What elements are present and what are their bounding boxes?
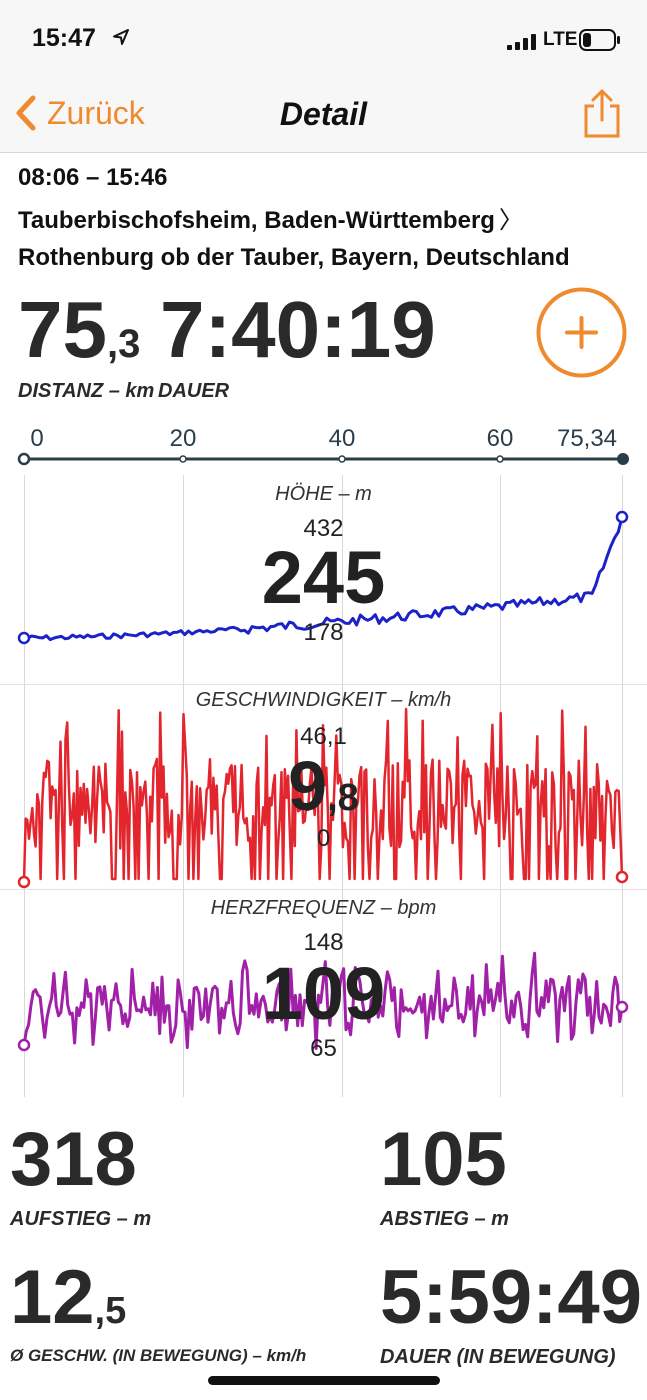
- axis-tick-marker: [496, 455, 504, 463]
- distance-axis-line: [17, 452, 629, 466]
- elevation-max: 432: [303, 515, 344, 542]
- trip-route: Tauberbischofsheim, Baden-Württemberg 〉 Ro…: [18, 202, 628, 276]
- heart-rate-value: 109: [261, 952, 386, 1035]
- ascent-value: 318: [10, 1117, 137, 1202]
- charts-area[interactable]: HÖHE – m 432 245 178 GESCHWINDIGKEIT – k…: [0, 475, 647, 1100]
- speed-min: 0: [316, 825, 331, 852]
- heart-rate-start-marker: [17, 1038, 31, 1052]
- speed-title: GESCHWINDIGKEIT – km/h: [195, 689, 452, 711]
- share-icon[interactable]: [582, 88, 622, 138]
- descent-label: ABSTIEG – m: [380, 1208, 509, 1230]
- chart-divider: [0, 889, 647, 890]
- location-arrow-icon: [113, 29, 129, 45]
- page-title: Detail: [279, 96, 368, 132]
- duration-value: 7:40:19: [160, 285, 436, 374]
- elevation-end-marker: [615, 510, 629, 524]
- grid-line: [24, 475, 25, 1097]
- axis-tick-label: 75,34: [556, 425, 618, 452]
- chart-divider: [0, 684, 647, 685]
- speed-value: 9,8: [288, 747, 359, 825]
- elevation-chart: [17, 510, 629, 645]
- moving-time-label: DAUER (IN BEWEGUNG): [380, 1346, 616, 1368]
- ascent-label: AUFSTIEG – m: [10, 1208, 152, 1230]
- speed-chart: [17, 707, 629, 889]
- speed-max: 46,1: [300, 723, 347, 750]
- cellular-signal-icon: [507, 34, 536, 50]
- heart-rate-min: 65: [310, 1035, 337, 1062]
- network-type: LTE: [543, 29, 578, 50]
- route-separator: 〉: [498, 207, 523, 234]
- axis-tick-label: 40: [328, 425, 356, 452]
- heart-rate-title: HERZFREQUENZ – bpm: [210, 897, 437, 919]
- axis-tick-label: 60: [486, 425, 514, 452]
- back-label: Zurück: [47, 94, 145, 131]
- axis-start-marker: [17, 452, 31, 466]
- trip-time-range: 08:06 – 15:46: [18, 164, 168, 191]
- plus-icon: [565, 316, 598, 349]
- heart-rate-max: 148: [303, 929, 344, 956]
- elevation-title: HÖHE – m: [275, 483, 372, 505]
- heart-rate-chart: [17, 951, 629, 1052]
- speed-start-marker: [17, 875, 31, 889]
- elevation-value: 245: [261, 536, 386, 619]
- elevation-line: [23, 516, 624, 642]
- axis-tick-marker: [338, 455, 346, 463]
- distance-value: 75,3: [18, 285, 141, 374]
- distance-label: DISTANZ – km: [18, 380, 155, 402]
- home-indicator: [208, 1376, 440, 1385]
- status-time: 15:47: [32, 24, 96, 52]
- axis-tick-label: 0: [30, 425, 44, 452]
- heart-rate-end-marker: [615, 1000, 629, 1014]
- avg-speed-label: Ø GESCHW. (IN BEWEGUNG) – km/h: [10, 1346, 307, 1365]
- axis-tick-marker: [179, 455, 187, 463]
- elevation-min: 178: [303, 619, 344, 646]
- elevation-start-marker: [17, 631, 31, 645]
- grid-line: [622, 475, 623, 1097]
- avg-speed-value: 12,5: [10, 1255, 127, 1340]
- descent-value: 105: [380, 1117, 507, 1202]
- back-button[interactable]: Zurück: [15, 93, 145, 133]
- moving-time-value: 5:59:49: [380, 1255, 642, 1340]
- navigation-bar: 15:47 LTE Zurück Detail: [0, 0, 647, 153]
- heart-rate-line: [22, 951, 624, 1050]
- route-from: Tauberbischofsheim, Baden-Württemberg: [18, 207, 495, 234]
- battery-icon: [579, 29, 620, 51]
- route-to: Rothenburg ob der Tauber, Bayern, Deutsc…: [18, 244, 570, 271]
- duration-label: DAUER: [158, 380, 230, 402]
- speed-end-marker: [615, 870, 629, 884]
- chevron-left-icon: [16, 95, 36, 131]
- distance-axis: 0 20 40 60 75,34: [0, 415, 647, 475]
- add-button[interactable]: [536, 287, 627, 378]
- axis-end-marker: [617, 453, 629, 465]
- axis-tick-label: 20: [169, 425, 197, 452]
- speed-line: [22, 707, 624, 883]
